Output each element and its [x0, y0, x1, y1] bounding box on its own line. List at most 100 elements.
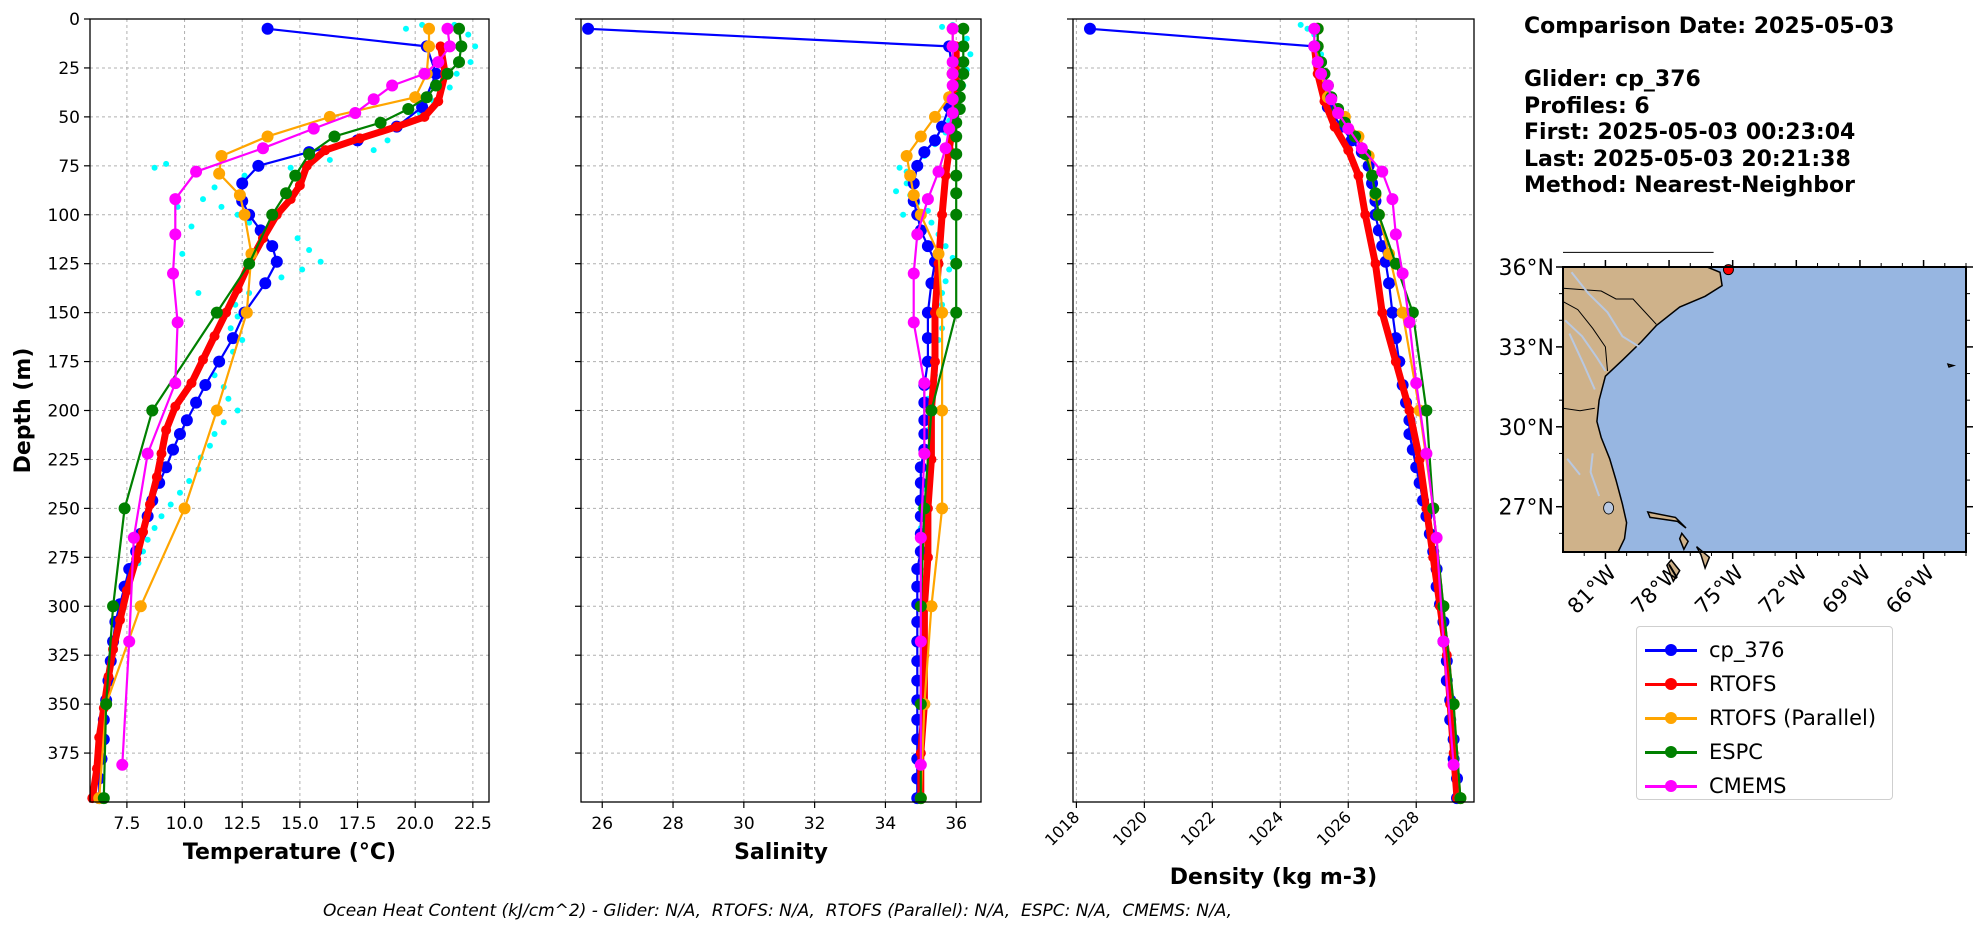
series-marker	[1343, 145, 1354, 156]
series-marker	[1321, 79, 1334, 92]
ocean-heat-content-caption: Ocean Heat Content (kJ/cm^2) - Glider: N…	[323, 901, 1233, 921]
legend-swatch	[1645, 711, 1697, 725]
series-marker	[256, 142, 269, 155]
series-marker	[455, 40, 468, 53]
series-marker	[946, 67, 959, 80]
x-tick-label: 34	[875, 814, 897, 834]
series-marker	[939, 142, 952, 155]
series-marker	[911, 159, 924, 172]
series-marker	[213, 355, 226, 368]
series-marker	[409, 91, 422, 104]
series-marker	[918, 502, 931, 515]
series-marker	[320, 145, 331, 156]
series-marker	[950, 208, 963, 221]
scatter-point	[294, 235, 301, 242]
series-marker	[186, 378, 197, 389]
series-marker	[213, 167, 226, 180]
series-cmems	[116, 22, 456, 771]
x-tick-label: 1024	[1245, 807, 1287, 849]
legend-swatch	[1645, 745, 1697, 759]
lon-tick-label: 81°W	[1563, 560, 1621, 618]
series-marker	[1360, 209, 1371, 220]
series-marker	[1396, 267, 1409, 280]
legend-item: ESPC	[1645, 735, 1884, 769]
series-marker	[1403, 316, 1416, 329]
series-marker	[199, 379, 212, 392]
series-marker	[957, 22, 970, 35]
series-marker	[210, 306, 223, 319]
series-marker	[423, 40, 436, 53]
lat-tick-label: 36°N	[1499, 256, 1554, 281]
series-marker	[1353, 170, 1364, 181]
scatter-point	[924, 207, 931, 214]
series-marker	[914, 792, 927, 805]
river	[1566, 458, 1581, 476]
series-marker	[240, 306, 253, 319]
lat-tick-label: 27°N	[1499, 496, 1554, 521]
series-marker	[294, 180, 305, 191]
series-marker	[582, 22, 595, 35]
series-marker	[911, 228, 924, 241]
series-marker	[957, 56, 970, 69]
scatter-point	[176, 489, 183, 496]
series-espc	[97, 22, 468, 805]
x-axis-label: Density (kg m-3)	[1170, 865, 1378, 890]
series-marker	[921, 306, 934, 319]
series-marker	[1389, 257, 1402, 270]
series-marker	[453, 56, 466, 69]
series-marker	[936, 502, 949, 515]
series-marker	[418, 67, 431, 80]
series-marker	[118, 502, 131, 515]
series-marker	[280, 187, 293, 200]
y-axis-label: Depth (m)	[11, 348, 36, 474]
island	[1946, 363, 1957, 368]
y-tick-label: 25	[58, 59, 80, 79]
series-marker	[925, 600, 938, 613]
series-marker	[1383, 277, 1396, 290]
legend-item: cp_376	[1645, 633, 1884, 667]
x-tick-label: 32	[804, 814, 826, 834]
series-marker	[950, 257, 963, 270]
x-tick-label: 26	[591, 814, 613, 834]
series-marker	[932, 165, 945, 178]
scatter-point	[234, 407, 241, 414]
scatter-point	[239, 337, 246, 344]
x-tick-label: 12.5	[223, 814, 261, 834]
legend-label: ESPC	[1709, 740, 1763, 764]
series-marker	[354, 133, 365, 144]
series-marker	[957, 67, 970, 80]
series-marker	[169, 228, 182, 241]
lon-tick-label: 66°W	[1881, 560, 1939, 618]
series-marker	[936, 404, 949, 417]
scatter-point	[206, 442, 213, 449]
series-marker	[907, 189, 920, 202]
scatter-point	[384, 137, 391, 144]
x-tick-label: 28	[662, 814, 684, 834]
series-marker	[946, 79, 959, 92]
series-marker	[161, 425, 172, 436]
lat-tick-label: 33°N	[1499, 336, 1554, 361]
y-tick-label: 75	[58, 157, 80, 177]
series-marker	[1420, 447, 1433, 460]
scatter-point	[241, 172, 248, 179]
series-marker	[433, 96, 444, 107]
series-marker	[1386, 306, 1399, 319]
scatter-point	[326, 156, 333, 163]
scatter-point	[963, 35, 970, 42]
scatter-point	[227, 325, 234, 332]
scatter-point	[299, 266, 306, 273]
series-marker	[323, 110, 336, 123]
first-time: First: 2025-05-03 00:23:04	[1524, 120, 1856, 145]
series-marker	[173, 427, 186, 440]
y-tick-label: 0	[69, 10, 80, 30]
series-marker	[169, 377, 182, 390]
y-tick-label: 350	[48, 695, 80, 715]
map-frame	[1562, 266, 1967, 553]
series-marker	[928, 110, 941, 123]
series-marker	[270, 255, 283, 268]
series-marker	[435, 41, 446, 52]
series-marker	[907, 267, 920, 280]
series-marker	[178, 502, 191, 515]
x-axis-label: Salinity	[734, 840, 828, 865]
